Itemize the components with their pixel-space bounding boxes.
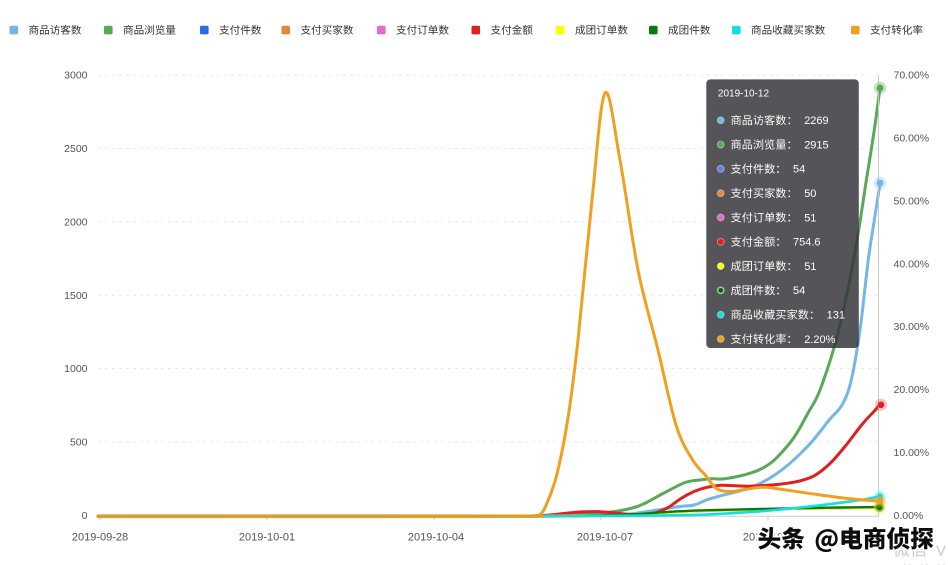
- svg-text:2000: 2000: [64, 216, 88, 228]
- svg-text:54: 54: [793, 285, 805, 297]
- svg-text:30.00%: 30.00%: [894, 321, 930, 333]
- svg-text:0.00%: 0.00%: [894, 510, 924, 522]
- svg-text:131: 131: [827, 310, 845, 322]
- svg-text:1000: 1000: [64, 363, 88, 375]
- svg-text:54: 54: [793, 164, 805, 176]
- svg-text:V: V: [936, 543, 946, 560]
- svg-text:2500: 2500: [64, 143, 88, 155]
- svg-text:1500: 1500: [64, 290, 88, 302]
- svg-text:60.00%: 60.00%: [894, 133, 930, 145]
- svg-text:51: 51: [804, 212, 816, 224]
- svg-text:2.20%: 2.20%: [804, 334, 835, 346]
- svg-text:40.00%: 40.00%: [894, 258, 930, 270]
- svg-text:10.00%: 10.00%: [894, 447, 930, 459]
- svg-text:2019-10-01: 2019-10-01: [239, 532, 295, 544]
- svg-text:51: 51: [804, 261, 816, 273]
- svg-text:2019-10-04: 2019-10-04: [408, 532, 464, 544]
- svg-text:0: 0: [82, 510, 88, 522]
- svg-text:2269: 2269: [804, 115, 828, 127]
- svg-text:2019-09-28: 2019-09-28: [72, 532, 128, 544]
- svg-text:3000: 3000: [64, 70, 88, 82]
- svg-text:2915: 2915: [804, 139, 828, 151]
- svg-text:20.00%: 20.00%: [894, 384, 930, 396]
- svg-text:50: 50: [804, 188, 816, 200]
- svg-text:500: 500: [70, 437, 88, 449]
- svg-text:2019-10-12: 2019-10-12: [718, 89, 770, 100]
- svg-text:70.00%: 70.00%: [894, 70, 930, 82]
- svg-text:50.00%: 50.00%: [894, 196, 930, 208]
- svg-text:2019-10-07: 2019-10-07: [577, 532, 633, 544]
- svg-text:754.6: 754.6: [793, 237, 821, 249]
